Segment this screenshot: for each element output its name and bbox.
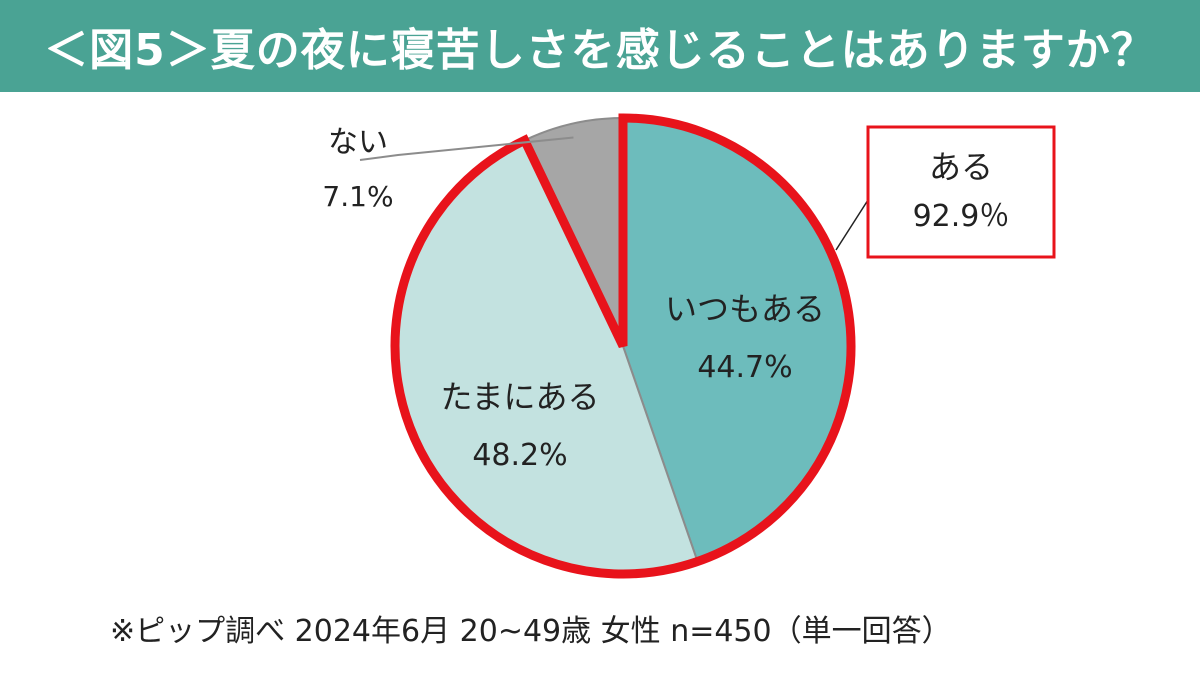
title-bar: ＜図5＞夏の夜に寝苦しさを感じることはありますか？ [0, 0, 1200, 92]
footnote: ※ピップ調べ 2024年6月 20~49歳 女性 n=450（単一回答） [110, 614, 952, 649]
slice-label: たまにある [440, 378, 599, 416]
callout-label: ある [929, 148, 993, 186]
callout-box [866, 125, 1056, 259]
slice-value-label: 44.7% [697, 350, 792, 385]
callout-leader-line [835, 199, 869, 251]
slice-label: ない [328, 125, 388, 160]
pie-labels: いつもある 44.7% たまにある 48.2% ない 7.1% [322, 125, 825, 473]
highlight-outline [390, 113, 856, 579]
pie-slices [394, 116, 852, 575]
slice-value-label: 7.1% [322, 180, 393, 213]
slice-value-label: 48.2% [472, 438, 567, 473]
leader-line [359, 136, 574, 161]
slice-label: いつもある [665, 290, 825, 328]
callout-value: 92.9％ [913, 199, 1010, 234]
pie-chart: いつもある 44.7% たまにある 48.2% ない 7.1% ある 92.9％ [322, 113, 1056, 579]
chart-title: ＜図5＞夏の夜に寝苦しさを感じることはありますか？ [44, 25, 1156, 76]
